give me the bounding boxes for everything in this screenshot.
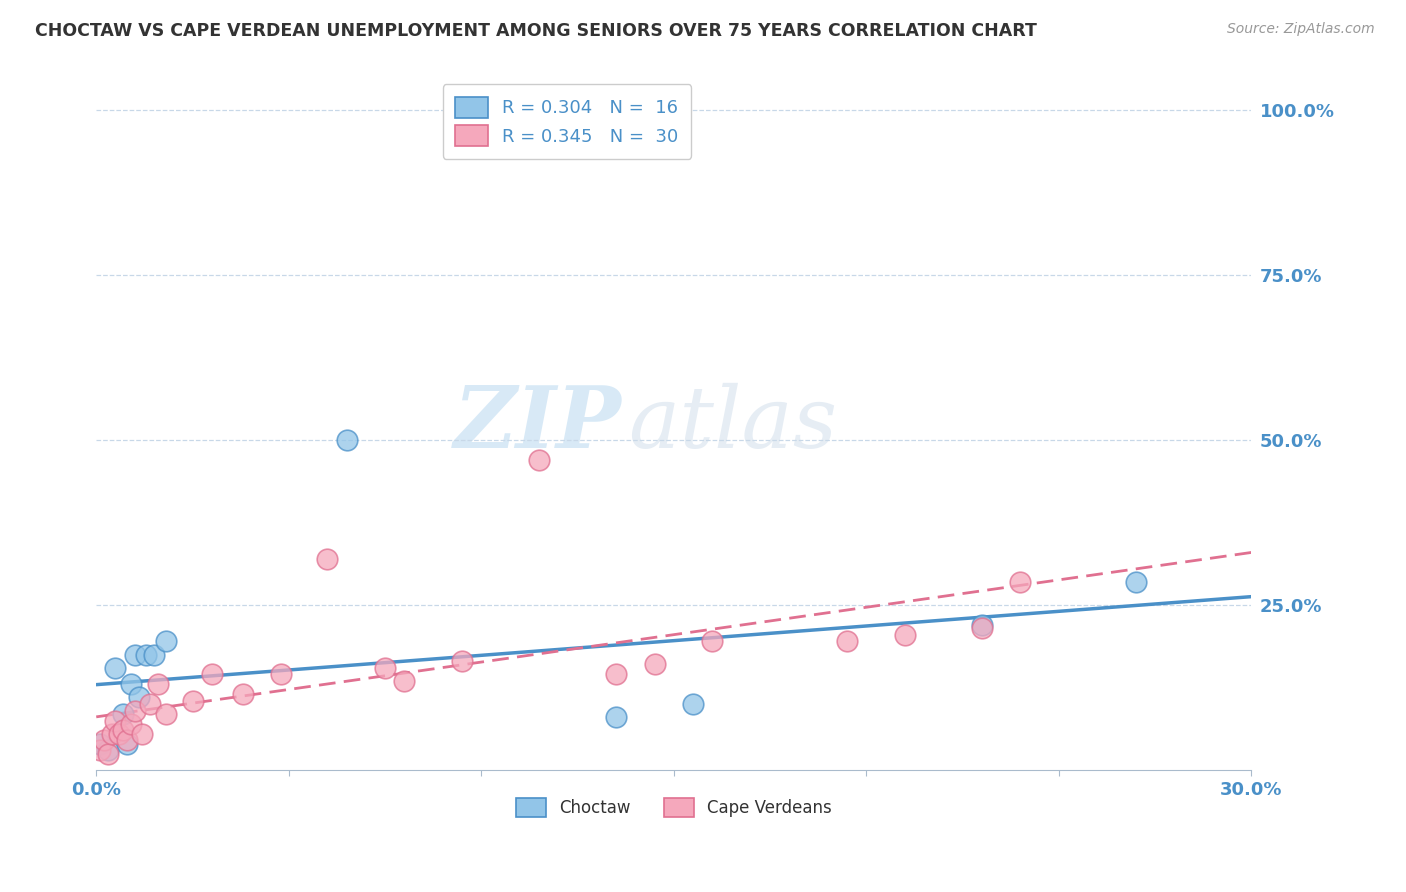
Point [89, 737, 111, 751]
Point [112, 723, 135, 738]
Point [394, 673, 416, 688]
Text: Source: ZipAtlas.com: Source: ZipAtlas.com [1227, 22, 1375, 37]
Point [232, 687, 254, 701]
Point [93, 733, 115, 747]
Point [894, 628, 917, 642]
Point [702, 634, 724, 648]
Point [451, 654, 474, 668]
Point [120, 677, 142, 691]
Point [644, 657, 666, 672]
Point [605, 667, 627, 681]
Point [374, 661, 396, 675]
Point [120, 716, 142, 731]
Point [104, 661, 127, 675]
Point [112, 706, 135, 721]
Point [139, 697, 162, 711]
Point [135, 648, 157, 662]
Point [1010, 574, 1032, 589]
Point [835, 634, 858, 648]
Point [146, 677, 169, 691]
Point [124, 648, 146, 662]
Point [100, 727, 122, 741]
Point [97, 743, 120, 757]
Legend: Choctaw, Cape Verdeans: Choctaw, Cape Verdeans [509, 791, 838, 824]
Point [270, 667, 292, 681]
Point [201, 667, 224, 681]
Point [155, 706, 177, 721]
Point [108, 727, 131, 741]
Point [527, 453, 550, 467]
Point [682, 697, 704, 711]
Text: CHOCTAW VS CAPE VERDEAN UNEMPLOYMENT AMONG SENIORS OVER 75 YEARS CORRELATION CHA: CHOCTAW VS CAPE VERDEAN UNEMPLOYMENT AMO… [35, 22, 1038, 40]
Point [605, 710, 627, 724]
Point [104, 714, 127, 728]
Point [128, 690, 150, 705]
Point [316, 552, 339, 566]
Point [115, 733, 138, 747]
Point [143, 648, 166, 662]
Point [155, 634, 177, 648]
Text: atlas: atlas [627, 383, 837, 465]
Point [124, 704, 146, 718]
Point [335, 434, 357, 448]
Text: ZIP: ZIP [454, 382, 621, 466]
Point [89, 743, 111, 757]
Point [970, 621, 993, 635]
Point [181, 694, 204, 708]
Point [115, 737, 138, 751]
Point [97, 747, 120, 761]
Point [1125, 574, 1147, 589]
Point [131, 727, 153, 741]
Point [970, 618, 993, 632]
